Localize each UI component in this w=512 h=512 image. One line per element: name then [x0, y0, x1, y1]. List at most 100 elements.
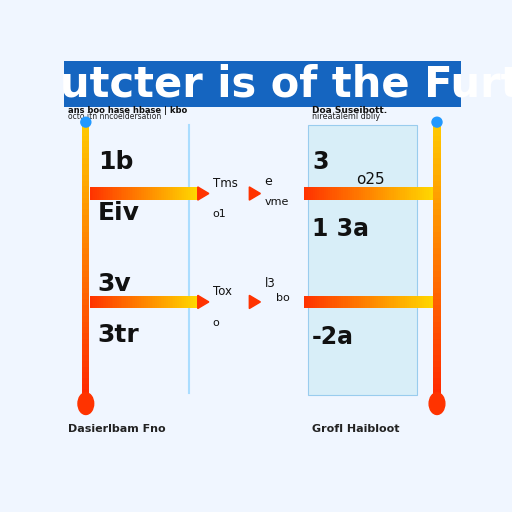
Bar — [82, 135, 90, 141]
Bar — [350, 295, 353, 308]
Bar — [394, 187, 396, 200]
Bar — [434, 191, 440, 198]
Bar — [344, 187, 346, 200]
Bar — [341, 295, 344, 308]
Bar — [434, 344, 440, 350]
Bar — [368, 295, 370, 308]
Bar — [434, 225, 440, 231]
Bar — [434, 327, 440, 333]
Ellipse shape — [432, 117, 442, 127]
Bar — [108, 187, 110, 200]
Bar — [339, 295, 342, 308]
Bar — [99, 187, 101, 200]
Text: vme: vme — [264, 198, 289, 207]
Bar — [148, 295, 150, 308]
Bar — [434, 304, 440, 310]
Bar — [424, 187, 427, 200]
Polygon shape — [249, 187, 261, 200]
Bar — [407, 295, 410, 308]
Bar — [82, 203, 90, 209]
Bar — [82, 248, 90, 254]
Bar — [387, 295, 390, 308]
Bar — [411, 187, 414, 200]
Bar — [311, 295, 313, 308]
Bar — [434, 163, 440, 169]
Bar — [431, 295, 434, 308]
Bar — [311, 187, 313, 200]
Bar — [82, 304, 90, 310]
Ellipse shape — [81, 117, 91, 127]
Bar — [82, 146, 90, 153]
Ellipse shape — [78, 393, 94, 415]
Bar — [90, 295, 92, 308]
Bar — [359, 187, 361, 200]
Bar — [409, 295, 412, 308]
Bar — [97, 295, 99, 308]
Bar — [104, 187, 106, 200]
Bar — [82, 225, 90, 231]
Bar — [113, 187, 116, 200]
Bar — [422, 295, 424, 308]
Bar — [82, 315, 90, 322]
Text: 3v: 3v — [98, 272, 132, 296]
Bar — [82, 372, 90, 378]
Bar — [82, 287, 90, 293]
Bar — [126, 187, 129, 200]
Bar — [104, 295, 106, 308]
Bar — [154, 295, 156, 308]
Bar — [434, 349, 440, 355]
Bar — [306, 187, 309, 200]
Bar — [434, 214, 440, 220]
Bar — [82, 394, 90, 400]
Bar — [119, 295, 121, 308]
Bar — [152, 187, 154, 200]
Bar — [168, 295, 170, 308]
Bar — [434, 197, 440, 203]
Bar — [82, 338, 90, 344]
Bar — [319, 295, 322, 308]
Bar — [330, 295, 333, 308]
Bar — [82, 332, 90, 338]
Bar — [124, 187, 126, 200]
Bar — [106, 187, 109, 200]
Bar — [370, 187, 372, 200]
Bar — [95, 295, 97, 308]
Bar — [308, 187, 311, 200]
Bar — [434, 203, 440, 209]
Bar — [422, 187, 424, 200]
Bar — [82, 163, 90, 169]
Text: 1 3a: 1 3a — [312, 217, 369, 241]
Bar — [431, 187, 434, 200]
Bar — [82, 220, 90, 226]
Bar — [339, 187, 342, 200]
Bar — [174, 295, 176, 308]
Polygon shape — [198, 295, 209, 309]
Bar — [166, 187, 168, 200]
Bar — [402, 295, 405, 308]
Bar — [93, 295, 96, 308]
Bar — [313, 187, 315, 200]
FancyBboxPatch shape — [308, 124, 417, 395]
Bar — [110, 295, 112, 308]
Bar — [128, 295, 130, 308]
Bar — [330, 187, 333, 200]
Bar — [93, 187, 96, 200]
Bar — [332, 187, 335, 200]
Bar — [101, 295, 103, 308]
Bar — [434, 383, 440, 389]
Bar — [328, 295, 331, 308]
Bar — [413, 295, 416, 308]
Bar — [137, 295, 139, 308]
Bar — [122, 187, 125, 200]
Bar — [434, 146, 440, 153]
Bar — [404, 295, 407, 308]
Bar — [387, 187, 390, 200]
Bar — [434, 220, 440, 226]
Bar — [389, 187, 392, 200]
Bar — [434, 394, 440, 400]
Bar — [396, 187, 398, 200]
Bar — [82, 383, 90, 389]
Bar — [108, 295, 110, 308]
Bar — [135, 295, 137, 308]
Text: Tox: Tox — [213, 285, 232, 298]
